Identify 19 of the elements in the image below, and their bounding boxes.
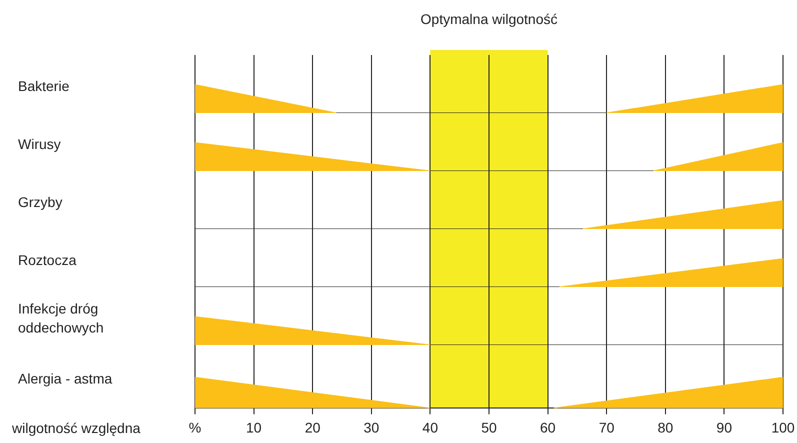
y-axis-title: Alergia - astma: [18, 370, 112, 386]
x-tick-label: 90: [716, 419, 732, 436]
x-tick-label: 30: [364, 419, 380, 436]
x-tick-label: %: [188, 419, 202, 436]
y-axis-title: Bakterie: [18, 78, 70, 94]
x-tick-label: 70: [598, 419, 615, 436]
band-label: Optymalna wilgotność: [420, 10, 558, 27]
x-tick-label: 20: [304, 419, 321, 436]
x-tick-label: 60: [540, 419, 556, 436]
x-tick-label: 10: [246, 419, 262, 436]
x-axis-title: wilgotność względna: [11, 420, 141, 436]
x-tick-label: 80: [658, 419, 674, 436]
x-tick-label: 40: [422, 419, 438, 436]
x-tick-label: 100: [771, 419, 795, 436]
y-axis-title: Grzyby: [18, 194, 62, 210]
y-axis-title: Infekcje dróg oddechowych: [18, 300, 104, 336]
x-tick-label: 50: [481, 419, 497, 436]
y-axis-title: Roztocza: [18, 252, 77, 268]
y-axis-title: Wirusy: [18, 136, 61, 152]
